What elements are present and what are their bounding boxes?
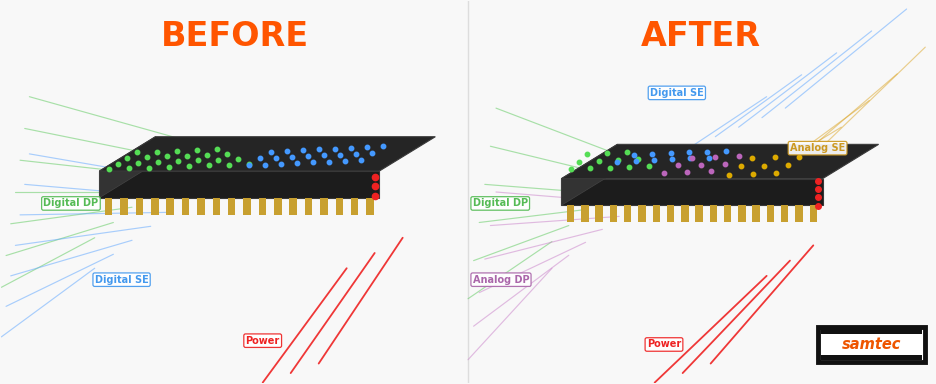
Polygon shape: [681, 205, 689, 222]
Polygon shape: [562, 179, 823, 205]
Text: Digital DP: Digital DP: [43, 199, 98, 209]
Text: Digital SE: Digital SE: [95, 275, 149, 285]
Polygon shape: [652, 205, 660, 222]
Polygon shape: [99, 137, 155, 198]
Polygon shape: [289, 198, 297, 215]
Polygon shape: [609, 205, 617, 222]
Polygon shape: [709, 205, 717, 222]
Polygon shape: [335, 198, 343, 215]
Text: AFTER: AFTER: [641, 20, 761, 53]
Polygon shape: [753, 205, 760, 222]
Polygon shape: [810, 205, 817, 222]
Polygon shape: [274, 198, 282, 215]
Text: Power: Power: [245, 336, 280, 346]
Polygon shape: [351, 198, 358, 215]
FancyBboxPatch shape: [818, 327, 926, 362]
Polygon shape: [136, 198, 143, 215]
Text: Analog SE: Analog SE: [790, 143, 845, 153]
Polygon shape: [739, 205, 746, 222]
Text: BEFORE: BEFORE: [161, 20, 309, 53]
Polygon shape: [212, 198, 220, 215]
Polygon shape: [796, 205, 803, 222]
Polygon shape: [638, 205, 646, 222]
Polygon shape: [105, 198, 112, 215]
Polygon shape: [724, 205, 731, 222]
Text: Digital SE: Digital SE: [650, 88, 704, 98]
Text: samtec: samtec: [841, 337, 901, 352]
Polygon shape: [197, 198, 205, 215]
Polygon shape: [243, 198, 251, 215]
Text: Digital DP: Digital DP: [473, 199, 528, 209]
Text: Analog DP: Analog DP: [473, 275, 529, 285]
Polygon shape: [151, 198, 158, 215]
Polygon shape: [182, 198, 189, 215]
Polygon shape: [320, 198, 328, 215]
Text: Power: Power: [647, 339, 681, 349]
Polygon shape: [595, 205, 603, 222]
Polygon shape: [228, 198, 236, 215]
Polygon shape: [167, 198, 174, 215]
Polygon shape: [121, 198, 128, 215]
Polygon shape: [258, 198, 266, 215]
Polygon shape: [781, 205, 788, 222]
Polygon shape: [581, 205, 589, 222]
Polygon shape: [562, 144, 618, 205]
Polygon shape: [666, 205, 674, 222]
Polygon shape: [99, 171, 379, 198]
Polygon shape: [366, 198, 373, 215]
Polygon shape: [562, 144, 879, 179]
FancyBboxPatch shape: [821, 328, 923, 334]
Polygon shape: [567, 205, 575, 222]
Polygon shape: [99, 137, 435, 171]
FancyBboxPatch shape: [821, 355, 923, 360]
Polygon shape: [624, 205, 632, 222]
Polygon shape: [305, 198, 313, 215]
Polygon shape: [695, 205, 703, 222]
Polygon shape: [767, 205, 774, 222]
